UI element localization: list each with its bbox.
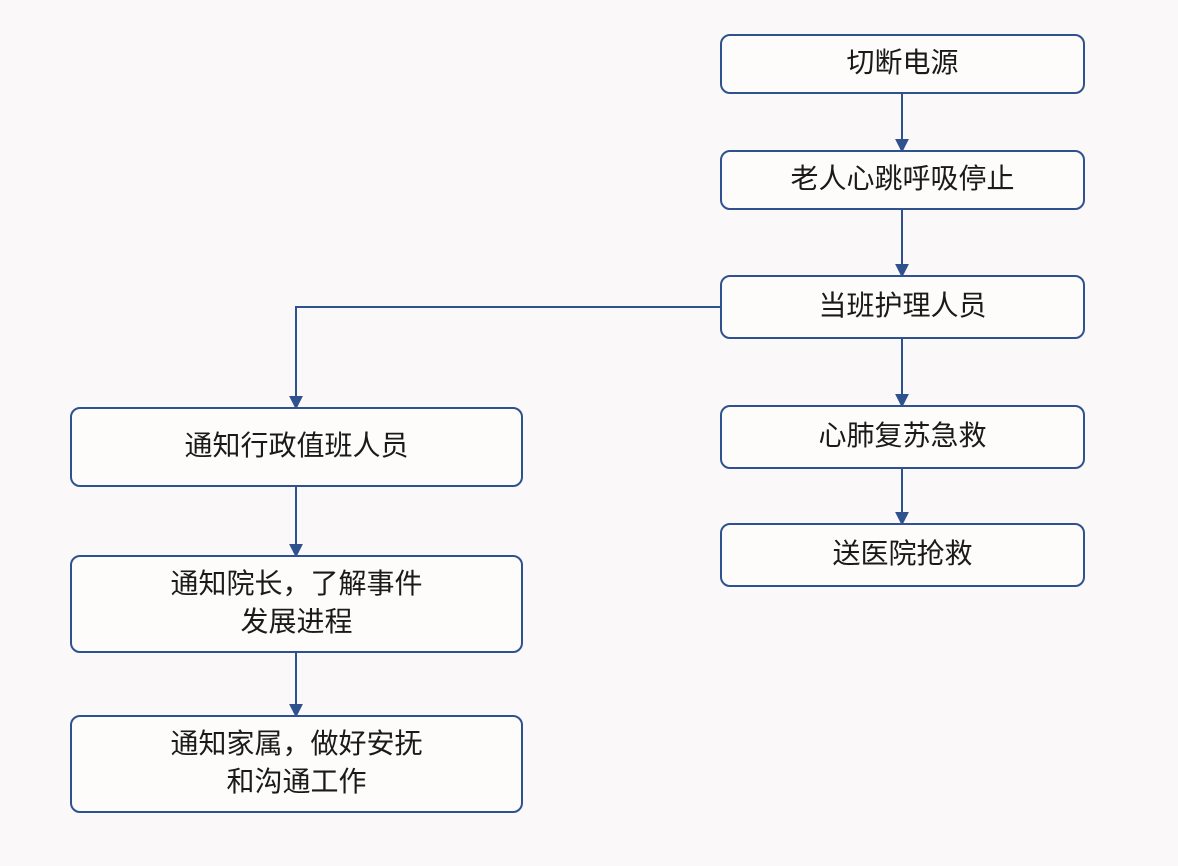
flowchart-node-n1: 切断电源 [720,34,1085,94]
flowchart-node-n7: 通知院长，了解事件 发展进程 [70,555,523,653]
flowchart-node-n8: 通知家属，做好安抚 和沟通工作 [70,715,523,813]
flowchart-node-n3: 当班护理人员 [720,275,1085,339]
flowchart-node-n2: 老人心跳呼吸停止 [720,150,1085,210]
flowchart-node-n6: 通知行政值班人员 [70,407,523,487]
flowchart-edge [296,307,720,407]
flowchart-node-n5: 送医院抢救 [720,523,1085,587]
flowchart-node-n4: 心肺复苏急救 [720,405,1085,469]
